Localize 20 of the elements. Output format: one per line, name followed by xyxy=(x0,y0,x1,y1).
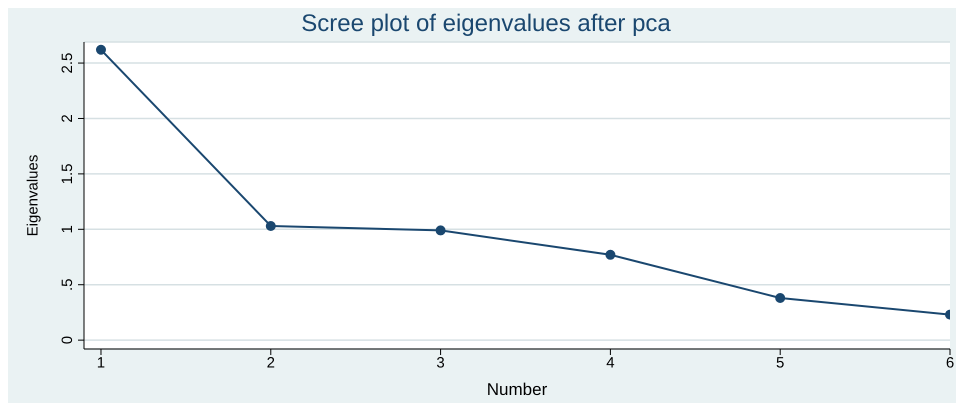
point xyxy=(605,250,616,260)
x-tick-label: 4 xyxy=(606,354,615,372)
y-tick-label: .5 xyxy=(59,278,76,291)
y-tick-label: 0 xyxy=(59,336,76,344)
chart-title: Scree plot of eigenvalues after pca xyxy=(300,10,672,38)
point xyxy=(266,220,276,231)
point xyxy=(775,293,786,304)
y-tick-label: 2 xyxy=(59,114,76,123)
y-tick-label: 1 xyxy=(59,225,76,234)
y-tick-label: 2.5 xyxy=(59,52,76,74)
point xyxy=(436,225,446,236)
x-tick-label: 3 xyxy=(436,354,445,372)
x-tick-label: 2 xyxy=(266,354,275,372)
x-tick-label: 5 xyxy=(776,354,784,372)
x-tick-label: 6 xyxy=(946,354,954,372)
x-tick-label: 1 xyxy=(96,354,106,372)
point xyxy=(96,44,106,55)
y-axis-title: Eigenvalues xyxy=(24,154,42,236)
x-axis-title: Number xyxy=(486,380,548,399)
y-tick-label: 1.5 xyxy=(59,163,76,184)
